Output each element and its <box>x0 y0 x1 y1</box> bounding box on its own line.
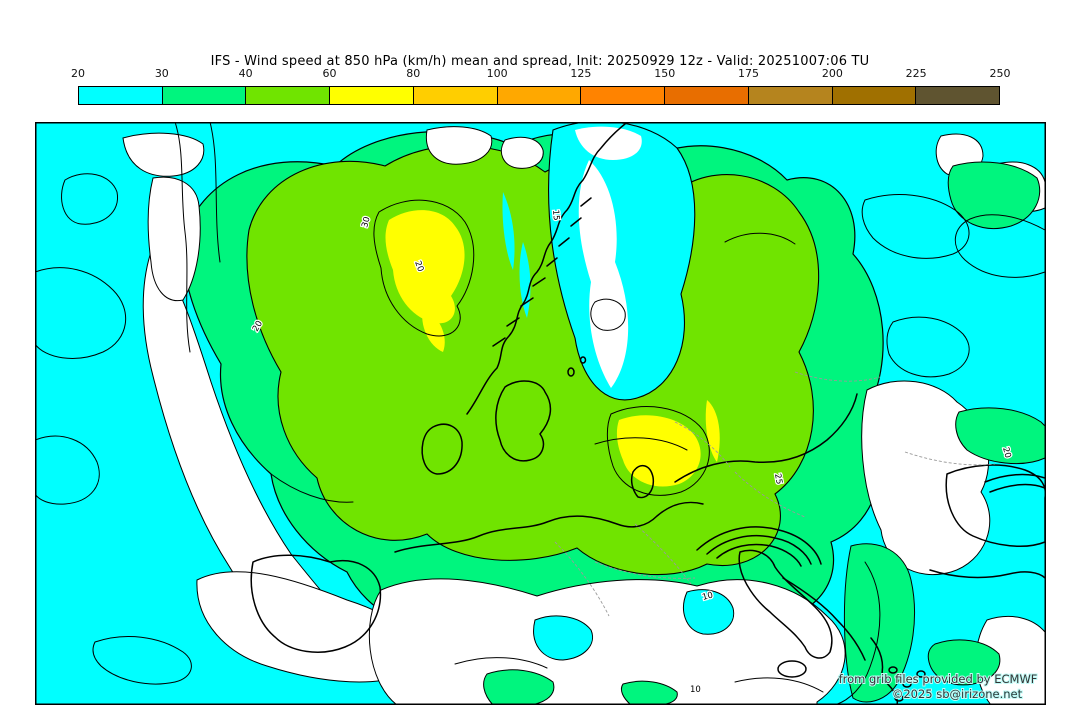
contour-label: 30 <box>360 216 372 229</box>
colorbar <box>78 86 1000 105</box>
attribution-copyright: ©2025 sb@irizone.net <box>892 687 1023 701</box>
colorbar-tick: 40 <box>238 67 253 80</box>
colorbar-tick: 250 <box>989 67 1011 80</box>
colorbar-tick: 225 <box>905 67 927 80</box>
fill-cyan-patches <box>502 192 735 661</box>
wind-map: 30 20 15 20 10 10 25 20 from grib files … <box>35 122 1046 705</box>
page-title: IFS - Wind speed at 850 hPa (km/h) mean … <box>210 54 870 69</box>
greece-coastline <box>870 637 899 705</box>
fjord-ticks <box>492 197 592 347</box>
colorbar-tick: 80 <box>406 67 421 80</box>
contour-label: 15 <box>550 209 561 221</box>
iberia-coastline <box>250 554 382 653</box>
caucasus-contours <box>984 473 1046 493</box>
map-frame <box>35 122 1046 705</box>
colorbar-tick: 175 <box>738 67 760 80</box>
spread-contour-lines <box>35 122 1046 705</box>
colorbar-tick: 100 <box>486 67 508 80</box>
ireland-coastline <box>421 423 463 475</box>
colorbar-segment <box>246 87 331 104</box>
italy-coastline <box>738 549 833 659</box>
baltic-coastline <box>674 393 858 483</box>
contour-label: 10 <box>701 590 714 602</box>
turkey-coastline <box>929 569 1046 579</box>
colorbar-segment <box>581 87 666 104</box>
colorbar-segment <box>665 87 749 104</box>
sicily-coastline <box>777 660 807 678</box>
uk-coastline <box>495 380 552 462</box>
contour-labels: 30 20 15 20 10 10 25 20 <box>250 208 1014 696</box>
attribution-source: from grib files provided by ECMWF <box>839 672 1038 686</box>
colorbar-segment <box>330 87 414 104</box>
coastline-paths <box>250 123 1046 705</box>
contour-label: 20 <box>412 260 425 274</box>
shetland-islands <box>567 356 587 377</box>
wind-map-canvas: 30 20 15 20 10 10 25 20 from grib files … <box>35 122 1046 705</box>
contour-label: 10 <box>690 685 701 695</box>
adriatic-balkan-coastline <box>782 577 866 661</box>
contour-label: 25 <box>772 473 784 485</box>
colorbar-segment <box>916 87 1000 104</box>
denmark-coastline <box>630 465 655 499</box>
attribution: from grib files provided by ECMWF ©2025 … <box>838 671 1039 702</box>
colorbar-tick: 150 <box>654 67 676 80</box>
colorbar-tick: 60 <box>322 67 337 80</box>
fill-green-patches <box>483 161 1046 705</box>
colorbar-ticks: 20 30 40 60 80 100 125 150 175 200 225 250 <box>71 67 1011 81</box>
colorbar-tick: 30 <box>154 67 169 80</box>
colorbar-segment <box>748 87 833 104</box>
colorbar-tick: 20 <box>71 67 85 80</box>
country-border-paths <box>554 371 996 617</box>
fill-40-60-region <box>246 145 820 576</box>
colorbar-tick: 125 <box>570 67 592 80</box>
wind-speed-fill-regions <box>35 122 1046 705</box>
contour-label: 20 <box>1000 446 1012 459</box>
colorbar-segment <box>832 87 917 104</box>
colorbar-segment <box>162 87 247 104</box>
colorbar-segment <box>497 87 582 104</box>
colorbar-segment <box>79 87 163 104</box>
alps-contours <box>696 526 822 567</box>
colorbar-segment <box>413 87 498 104</box>
norway-coastline <box>466 123 626 415</box>
aegean-islands <box>888 666 926 702</box>
fill-60-80-regions <box>385 210 720 487</box>
colorbar-tick: 200 <box>821 67 843 80</box>
north-sea-coastline <box>394 501 704 553</box>
